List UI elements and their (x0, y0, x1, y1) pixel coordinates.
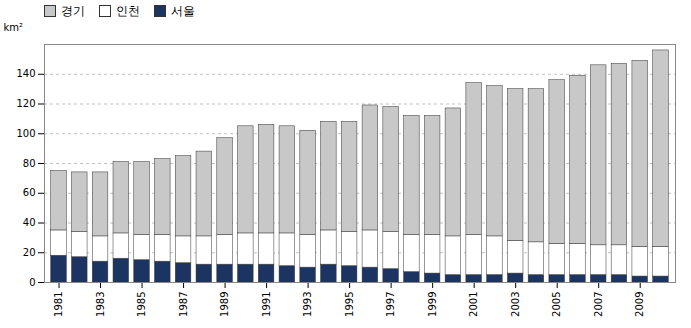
html-text:서울: 서울 (171, 3, 195, 18)
svg-text:20: 20 (23, 247, 36, 258)
svg-text:120: 120 (16, 98, 35, 109)
svg-text:1983: 1983 (95, 292, 106, 317)
svg-text:1991: 1991 (261, 292, 272, 317)
svg-text:2009: 2009 (634, 292, 645, 317)
svg-text:1999: 1999 (427, 292, 438, 317)
svg-text:2005: 2005 (551, 292, 562, 317)
svg-text:100: 100 (16, 128, 35, 139)
svg-text:2007: 2007 (593, 292, 604, 317)
html-text:경기: 경기 (61, 3, 85, 18)
svg-text:km²: km² (4, 22, 24, 33)
svg-text:1995: 1995 (344, 292, 355, 317)
svg-text:1985: 1985 (136, 292, 147, 317)
svg-text:60: 60 (23, 187, 36, 198)
svg-text:2001: 2001 (468, 292, 479, 317)
svg-text:0: 0 (29, 277, 35, 288)
svg-text:1989: 1989 (219, 292, 230, 317)
svg-text:40: 40 (23, 217, 36, 228)
svg-text:1987: 1987 (178, 292, 189, 317)
svg-text:1981: 1981 (53, 292, 64, 317)
svg-text:1997: 1997 (385, 292, 396, 317)
svg-text:1993: 1993 (302, 292, 313, 317)
html-text:인천: 인천 (116, 3, 140, 18)
svg-text:80: 80 (23, 158, 36, 169)
svg-text:140: 140 (16, 68, 35, 79)
svg-text:2003: 2003 (510, 292, 521, 317)
